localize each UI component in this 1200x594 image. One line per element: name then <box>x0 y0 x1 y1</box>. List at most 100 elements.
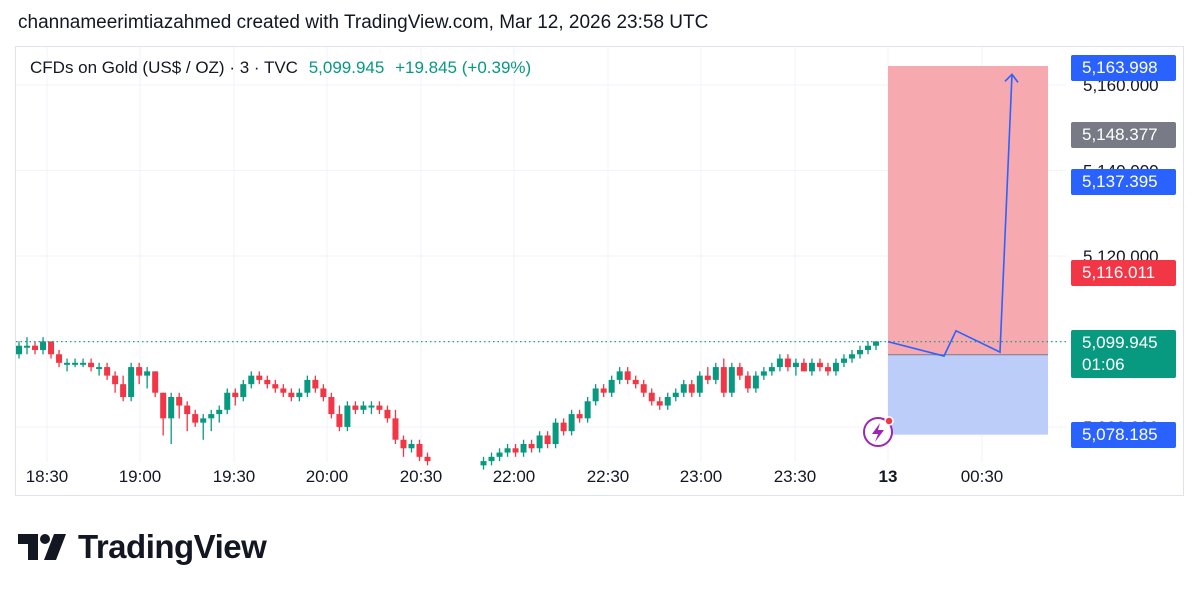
candle <box>480 456 487 470</box>
candle-body <box>680 384 687 393</box>
candle <box>744 371 751 393</box>
candle-body <box>632 379 639 385</box>
candle <box>873 341 879 350</box>
candle-body <box>408 444 415 449</box>
candle-body <box>800 362 807 372</box>
candle-body <box>112 375 119 385</box>
bar-countdown: 01:06 <box>1082 354 1125 374</box>
candle-body <box>512 448 519 453</box>
candle <box>536 431 543 453</box>
candle <box>72 358 79 368</box>
candle-body <box>808 362 815 372</box>
candle-body <box>400 439 407 449</box>
candle-body <box>736 367 743 376</box>
candle <box>96 362 103 376</box>
candle <box>368 401 375 415</box>
candle <box>728 362 735 397</box>
tradingview-logo[interactable]: TradingView <box>18 528 267 566</box>
candle <box>656 396 663 410</box>
symbol-legend[interactable]: CFDs on Gold (US$ / OZ) · 3 · TVC 5,099.… <box>30 58 531 78</box>
candle-body <box>704 375 711 380</box>
candle <box>576 409 583 423</box>
candle <box>592 384 599 406</box>
candle-body <box>296 392 303 397</box>
time-tick-label: 22:30 <box>587 467 630 486</box>
candle <box>568 409 575 436</box>
candle <box>648 388 655 406</box>
flash-icon[interactable] <box>863 416 894 447</box>
candle-body <box>144 371 151 376</box>
candle <box>672 388 679 402</box>
candle-body <box>376 405 383 410</box>
candle-body <box>592 388 599 402</box>
candle <box>360 401 367 415</box>
candle-body <box>248 375 255 385</box>
candle <box>320 384 327 402</box>
candle-body <box>688 384 695 393</box>
candle-body <box>152 371 159 393</box>
candle <box>352 401 359 415</box>
candle-body <box>120 384 127 397</box>
candle-body <box>40 341 47 350</box>
candle <box>392 409 399 445</box>
candle <box>632 375 639 389</box>
candle <box>792 358 799 376</box>
candle <box>344 401 351 432</box>
candle <box>624 367 631 385</box>
candle-body <box>568 414 575 432</box>
candle <box>552 418 559 449</box>
candle-body <box>24 345 31 348</box>
candle-body <box>336 414 343 427</box>
candle-body <box>184 405 191 415</box>
candle-body <box>712 367 719 380</box>
candle <box>504 444 511 457</box>
candle <box>520 439 527 457</box>
candle <box>776 354 783 372</box>
candle-body <box>776 358 783 368</box>
projection-arrowhead <box>1004 73 1019 83</box>
candle <box>160 392 167 436</box>
candle-body <box>552 422 559 445</box>
candle <box>640 379 647 397</box>
candle-body <box>232 392 239 397</box>
candle <box>664 392 671 410</box>
candle <box>152 371 159 397</box>
candle-body <box>72 362 79 365</box>
candle <box>560 418 567 436</box>
candle <box>112 371 119 393</box>
candle <box>816 358 823 372</box>
time-tick-label: 13 <box>879 467 898 486</box>
take-profit-zone <box>888 354 1048 435</box>
candlestick-series <box>16 337 879 470</box>
candle <box>296 388 303 402</box>
candle <box>704 367 711 385</box>
time-tick-label: 23:30 <box>774 467 817 486</box>
candle-body <box>176 396 183 406</box>
candle <box>16 341 22 359</box>
candle <box>768 362 775 376</box>
candle <box>840 354 847 368</box>
projection-path <box>887 74 1013 357</box>
candle <box>696 371 703 397</box>
candle-body <box>128 367 135 397</box>
candle-body <box>760 371 767 376</box>
candle <box>240 379 247 402</box>
time-tick-label: 23:00 <box>680 467 723 486</box>
candle-body <box>560 422 567 432</box>
candle-body <box>624 371 631 380</box>
candle <box>200 414 207 440</box>
candle-body <box>208 414 215 419</box>
candle-body <box>272 384 279 389</box>
candle <box>176 392 183 419</box>
candle-body <box>192 414 199 423</box>
candle-body <box>256 375 263 380</box>
candle <box>216 405 223 423</box>
candle <box>424 452 431 466</box>
last-price: 5,099.945 <box>308 58 385 77</box>
candle-body <box>392 418 399 440</box>
candle <box>64 358 71 372</box>
candle <box>400 435 407 457</box>
candle-body <box>368 405 375 408</box>
candle-body <box>280 388 287 393</box>
